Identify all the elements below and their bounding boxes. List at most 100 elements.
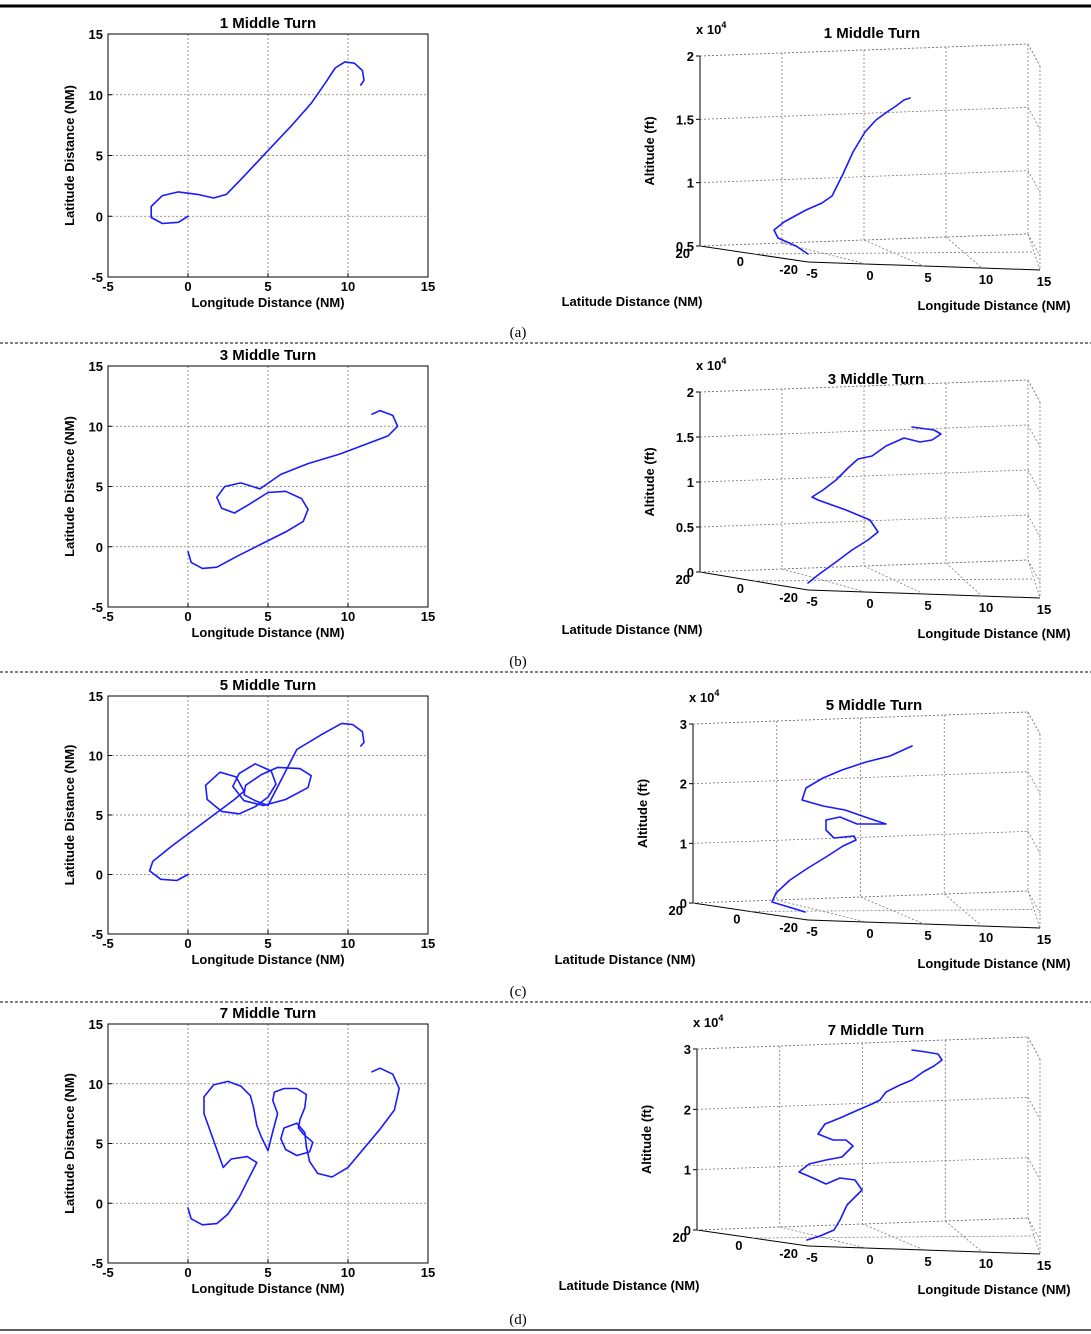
y-axis-label: Latitude Distance (NM) bbox=[62, 85, 77, 226]
z-tick-label: 2 bbox=[687, 49, 694, 64]
trajectory-line bbox=[187, 1067, 400, 1226]
gridline-floor-x bbox=[944, 1220, 983, 1253]
z-tick-label: 0.5 bbox=[676, 239, 694, 254]
y-tick-label: 0 bbox=[737, 254, 744, 269]
gridline-floor-x bbox=[781, 242, 867, 265]
z-axis-label: Altitude (ft) bbox=[639, 1105, 654, 1174]
x-tick-label: -5 bbox=[102, 279, 114, 294]
panel-caption: (c) bbox=[510, 984, 527, 1000]
z-tick-label: 0 bbox=[687, 565, 694, 580]
z-exponent-power: 4 bbox=[714, 688, 719, 698]
panel-caption: (b) bbox=[509, 654, 527, 670]
trajectory-line bbox=[148, 722, 365, 882]
gridline-z-side bbox=[1027, 771, 1041, 794]
x-tick-label: 15 bbox=[1037, 1258, 1051, 1273]
x-tick-label: -5 bbox=[102, 936, 114, 951]
z-tick-label: 1 bbox=[687, 176, 694, 191]
chart-2d: -5 0 5 10 15 -5 0 5 10 15 3 Middle Turn Longitude D… bbox=[62, 347, 435, 640]
x-axis-label: Longitude Distance (NM) bbox=[191, 952, 344, 967]
x-tick-label: 5 bbox=[264, 936, 271, 951]
z-exponent-power: 4 bbox=[718, 1013, 723, 1023]
gridline-z-side bbox=[1027, 514, 1041, 538]
x-tick-label: 10 bbox=[341, 279, 355, 294]
gridline-z bbox=[692, 830, 1029, 844]
y-tick-label: -5 bbox=[91, 270, 103, 285]
gridline-z-side bbox=[1027, 711, 1041, 735]
x-tick-label: 10 bbox=[979, 272, 993, 287]
x-tick-label: -5 bbox=[806, 1250, 818, 1265]
x-tick-label: 10 bbox=[979, 600, 993, 615]
panel-caption: (d) bbox=[509, 1312, 527, 1328]
y-tick-label: 0 bbox=[735, 1238, 742, 1253]
gridline-z bbox=[696, 1036, 1029, 1050]
y-tick-label: 15 bbox=[89, 27, 103, 42]
y-tick-label: 15 bbox=[89, 689, 103, 704]
x-axis-label: Longitude Distance (NM) bbox=[191, 295, 344, 310]
y-tick-label: 20 bbox=[669, 903, 683, 918]
chart-title: 1 Middle Turn bbox=[220, 15, 316, 32]
x-tick-label: -5 bbox=[102, 609, 114, 624]
z-axis-label: Altitude (ft) bbox=[642, 447, 657, 516]
x-tick-label: -5 bbox=[806, 594, 818, 609]
gridline-z bbox=[699, 106, 1029, 120]
x-axis-label: Longitude Distance (NM) bbox=[917, 956, 1070, 971]
z-tick-label: 0 bbox=[680, 896, 687, 911]
x-tick-label: 15 bbox=[1037, 932, 1051, 947]
gridline-z-side bbox=[1027, 379, 1041, 403]
y-tick-label: 20 bbox=[673, 1230, 687, 1245]
gridline-z-side bbox=[1027, 107, 1041, 130]
x-tick-label: 0 bbox=[184, 609, 191, 624]
gridline-z bbox=[699, 469, 1029, 483]
gridline-z bbox=[696, 1096, 1029, 1110]
gridline-z-side bbox=[1027, 170, 1041, 193]
z-tick-label: 1 bbox=[680, 836, 687, 851]
x-axis-label: Longitude Distance (NM) bbox=[191, 625, 344, 640]
gridline-floor-y bbox=[752, 1235, 1035, 1239]
chart-title: 5 Middle Turn bbox=[826, 697, 922, 714]
z-tick-label: 3 bbox=[684, 1042, 691, 1057]
x-tick-label: 15 bbox=[1037, 274, 1051, 289]
y-tick-label: 10 bbox=[89, 1077, 103, 1092]
y-tick-label: 15 bbox=[89, 359, 103, 374]
y-tick-label: 0 bbox=[737, 581, 744, 596]
z-tick-label: 1.5 bbox=[676, 430, 694, 445]
x-tick-label: 10 bbox=[341, 609, 355, 624]
x-tick-label: 10 bbox=[341, 936, 355, 951]
trajectory-line bbox=[773, 97, 911, 255]
z-exponent: x 104 bbox=[689, 688, 719, 705]
gridline-z-side bbox=[1027, 831, 1041, 854]
y-tick-label: 20 bbox=[676, 572, 690, 587]
y-tick-label: 0 bbox=[96, 209, 103, 224]
chart-2d: -5 0 5 10 15 -5 0 5 10 15 1 Middle Turn Longitude D… bbox=[62, 15, 435, 310]
gridline-z-side bbox=[1027, 1157, 1041, 1180]
gridline-z bbox=[699, 170, 1029, 184]
gridline-z-side bbox=[1027, 469, 1041, 493]
x-tick-label: 0 bbox=[184, 1265, 191, 1280]
y-axis-label: Latitude Distance (NM) bbox=[62, 416, 77, 557]
z-tick-label: 2 bbox=[684, 1102, 691, 1117]
axis-x bbox=[807, 1245, 1041, 1255]
z-exponent: x 104 bbox=[693, 1013, 723, 1030]
y-tick-label: -20 bbox=[779, 262, 798, 277]
gridline-floor-x bbox=[860, 896, 925, 925]
gridline-z-side bbox=[1027, 1097, 1041, 1120]
z-exponent-power: 4 bbox=[721, 20, 726, 30]
chart-title: 7 Middle Turn bbox=[828, 1022, 924, 1039]
z-exponent: x 104 bbox=[696, 356, 726, 373]
x-tick-label: 10 bbox=[341, 1265, 355, 1280]
trajectory-line bbox=[798, 1049, 943, 1241]
chart-3d: 0.5 1 1.5 2 -5 0 5 10 15 -20 0 20 1 Middle Turn x 104… bbox=[562, 20, 1071, 313]
gridline-floor-y bbox=[750, 909, 1035, 912]
x-tick-label: 0 bbox=[866, 596, 873, 611]
x-tick-label: 0 bbox=[866, 926, 873, 941]
x-tick-label: 5 bbox=[264, 279, 271, 294]
x-axis-label: Longitude Distance (NM) bbox=[917, 1282, 1070, 1297]
chart-2d: -5 0 5 10 15 -5 0 5 10 15 5 Middle Turn Longitude D… bbox=[62, 677, 435, 967]
y-tick-label: -20 bbox=[779, 1246, 798, 1261]
z-tick-label: 3 bbox=[680, 717, 687, 732]
trajectory-line bbox=[150, 61, 365, 225]
chart-title: 7 Middle Turn bbox=[220, 1005, 316, 1022]
